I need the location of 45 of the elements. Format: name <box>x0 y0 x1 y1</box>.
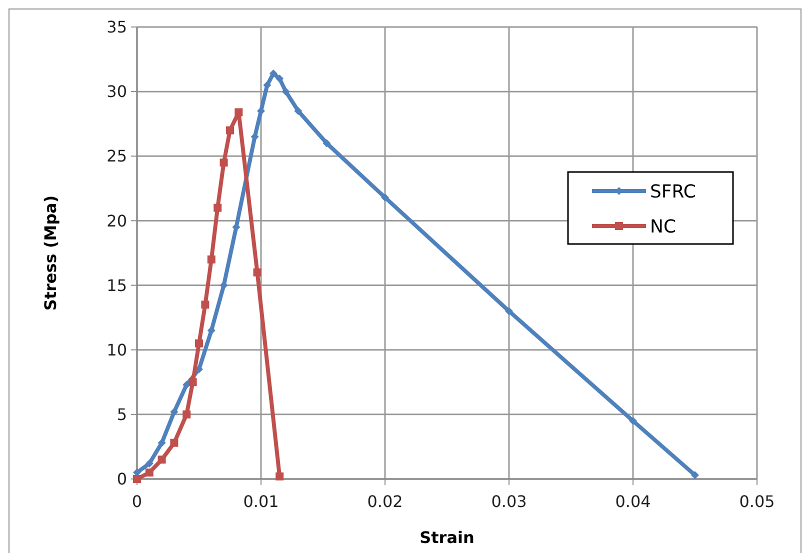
y-tick-label: 0 <box>116 470 127 489</box>
x-tick-label: 0.05 <box>739 492 775 511</box>
legend-label: NC <box>650 216 676 238</box>
y-tick-label: 30 <box>106 82 127 102</box>
point <box>226 126 234 134</box>
point <box>133 475 141 483</box>
point <box>276 74 284 83</box>
point <box>381 193 389 202</box>
point <box>145 460 154 468</box>
x-axis-title: Strain <box>420 528 474 547</box>
point <box>207 255 216 264</box>
y-tick-label: 25 <box>106 146 127 166</box>
point <box>269 69 278 78</box>
point <box>158 438 166 447</box>
point <box>282 88 290 96</box>
x-tick-label: 0.04 <box>615 492 651 511</box>
x-tick-label: 0 <box>132 492 142 511</box>
point <box>170 408 178 416</box>
point <box>629 416 637 425</box>
x-tick-label: 0.02 <box>367 492 403 511</box>
point <box>145 468 154 477</box>
point <box>294 106 302 115</box>
y-tick-label: 20 <box>106 211 127 230</box>
x-tick-label: 0.03 <box>491 492 527 511</box>
point <box>691 471 699 480</box>
y-tick-label: 35 <box>106 18 127 37</box>
point <box>253 268 262 276</box>
point <box>505 307 513 316</box>
y-tick-label: 5 <box>116 405 127 424</box>
y-tick-label: 15 <box>106 276 127 295</box>
point <box>182 410 191 418</box>
point <box>214 204 222 212</box>
point <box>170 438 178 447</box>
y-axis-title: Stress (Mpa) <box>41 195 60 311</box>
point <box>322 139 331 148</box>
point <box>195 339 203 348</box>
point <box>234 108 243 116</box>
point <box>276 472 284 480</box>
x-tick-label: 0.01 <box>243 492 279 511</box>
legend-label: SFRC <box>650 181 696 202</box>
point <box>158 456 166 464</box>
point <box>220 158 228 167</box>
point <box>201 300 210 309</box>
y-tick-label: 10 <box>106 340 127 360</box>
point <box>188 378 197 386</box>
